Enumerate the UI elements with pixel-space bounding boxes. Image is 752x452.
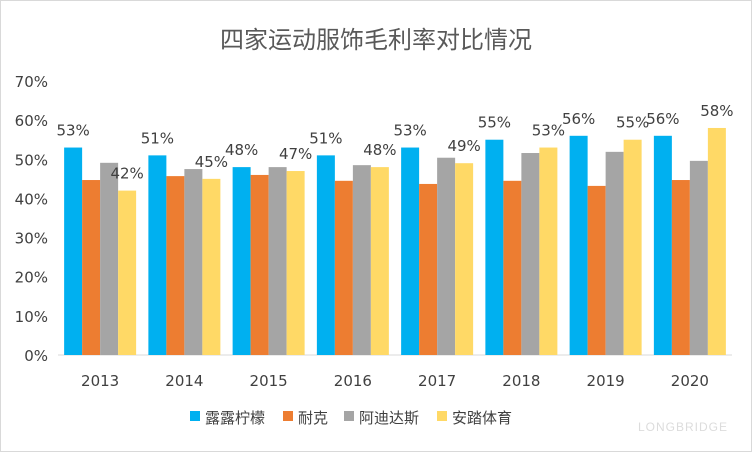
y-tick-label: 70% — [15, 73, 48, 91]
bar — [352, 165, 371, 355]
data-label: 53% — [56, 122, 89, 140]
x-tick-label: 2019 — [587, 372, 625, 390]
legend-swatch — [190, 411, 200, 421]
legend-swatch — [344, 411, 354, 421]
data-label: 53% — [393, 122, 426, 140]
bar — [419, 183, 438, 355]
bar — [286, 171, 305, 355]
bar — [334, 180, 353, 355]
y-tick-label: 50% — [15, 151, 48, 169]
bar — [148, 155, 167, 355]
bar — [605, 151, 624, 355]
data-label: 45% — [195, 153, 228, 171]
x-tick-label: 2016 — [334, 372, 372, 390]
data-label: 55% — [616, 114, 649, 132]
chart-title: 四家运动服饰毛利率对比情况 — [220, 26, 532, 54]
bar — [455, 163, 474, 355]
x-tick-label: 2020 — [671, 372, 709, 390]
x-tick-label: 2013 — [81, 372, 119, 390]
data-label: 42% — [110, 165, 143, 183]
data-label: 56% — [646, 110, 679, 128]
bar — [437, 157, 456, 355]
y-tick-label: 60% — [15, 112, 48, 130]
bar — [521, 153, 540, 355]
x-tick-label: 2018 — [502, 372, 540, 390]
data-label: 49% — [447, 137, 480, 155]
bar — [689, 160, 708, 355]
bar — [184, 169, 203, 355]
y-tick-label: 30% — [15, 230, 48, 248]
bar — [503, 180, 522, 355]
data-label: 51% — [309, 129, 342, 147]
bar — [569, 135, 588, 355]
bar — [232, 167, 251, 355]
data-label: 56% — [562, 110, 595, 128]
data-label: 48% — [225, 141, 258, 159]
bar — [539, 147, 558, 355]
data-label: 55% — [478, 114, 511, 132]
bar — [623, 139, 642, 355]
bar — [707, 127, 726, 355]
legend-label: 安踏体育 — [452, 409, 512, 427]
x-tick-label: 2014 — [165, 372, 203, 390]
bar — [250, 174, 269, 355]
data-label: 48% — [363, 141, 396, 159]
bar — [166, 176, 185, 355]
legend-label: 露露柠檬 — [205, 409, 265, 427]
y-tick-label: 40% — [15, 190, 48, 208]
bar — [268, 167, 287, 355]
x-tick-label: 2015 — [250, 372, 288, 390]
bar — [316, 155, 335, 355]
bar — [671, 180, 690, 355]
bar — [64, 147, 83, 355]
legend-swatch — [437, 411, 447, 421]
y-tick-label: 0% — [24, 347, 48, 365]
data-label: 58% — [700, 102, 733, 120]
y-tick-label: 20% — [15, 269, 48, 287]
data-label: 53% — [532, 122, 565, 140]
bar — [485, 139, 504, 355]
bar — [202, 178, 221, 355]
bar — [653, 135, 672, 355]
legend-swatch — [283, 411, 293, 421]
watermark: LONGBRIDGE — [637, 420, 728, 434]
bar — [370, 167, 389, 355]
legend-label: 阿迪达斯 — [359, 409, 419, 427]
bar — [587, 185, 606, 355]
bar — [82, 180, 101, 355]
bar — [100, 162, 119, 355]
data-label: 47% — [279, 145, 312, 163]
bar — [401, 147, 420, 355]
data-label: 51% — [141, 129, 174, 147]
y-tick-label: 10% — [15, 308, 48, 326]
x-tick-label: 2017 — [418, 372, 456, 390]
bar — [118, 190, 137, 355]
legend-label: 耐克 — [298, 409, 328, 427]
